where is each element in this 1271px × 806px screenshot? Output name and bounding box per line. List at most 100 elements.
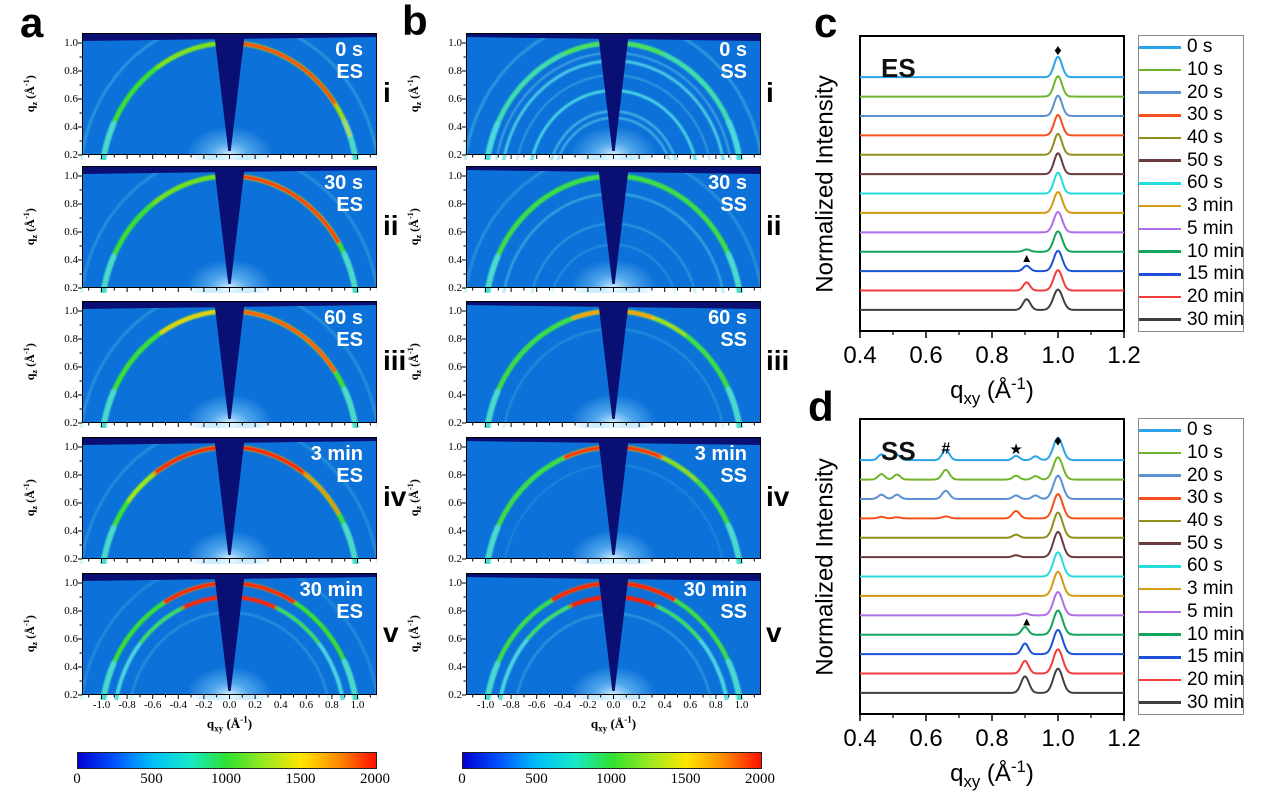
y-tick-label: 1.0 — [64, 441, 78, 453]
annotation-marker: ★ — [1010, 442, 1022, 457]
trace-10min — [859, 609, 1125, 636]
legend-line-swatch — [1139, 565, 1181, 568]
legend-entry-label: 20 s — [1187, 464, 1223, 486]
legend-line-swatch — [1139, 295, 1181, 299]
trace-60s — [859, 171, 1125, 195]
legend-line-swatch — [1139, 159, 1181, 163]
frame-border — [466, 301, 761, 423]
qz-label: qz (Å-1) — [22, 479, 40, 517]
frame-border — [82, 437, 377, 559]
legend-line-swatch — [1139, 542, 1181, 546]
legend-entry: 50 s — [1139, 532, 1243, 555]
legend-entry: 5 min — [1139, 218, 1243, 241]
beamstop-wedge — [598, 169, 629, 284]
ring-segment — [725, 251, 743, 293]
trace-10s — [859, 456, 1125, 481]
legend-entry-label: 60 s — [1187, 555, 1223, 577]
x-tick-label: -0.4 — [169, 699, 187, 711]
legend-line-swatch — [1139, 429, 1181, 432]
giwaxs-frame-a-i — [78, 33, 377, 160]
trace-10min — [859, 230, 1125, 253]
panel-label-b: b — [402, 0, 428, 44]
qxy-label: qxy (Å-1) — [206, 715, 253, 734]
legend-entry-label: 15 min — [1187, 646, 1245, 668]
beamstop-wedge — [214, 440, 245, 555]
y-tick-label: 0.6 — [64, 633, 78, 645]
legend-line-swatch — [1139, 182, 1181, 185]
beamstop-wedge — [214, 304, 245, 419]
legend-entry: 3 min — [1139, 195, 1243, 218]
ring-segment — [155, 41, 223, 70]
ring-segment — [725, 658, 743, 700]
roman-numeral-iv: iv — [766, 481, 790, 512]
ring-segment — [100, 388, 117, 428]
x-tick-label: -0.8 — [502, 699, 520, 711]
y-tick-label: 0.8 — [64, 469, 78, 481]
trace-0s — [859, 55, 1125, 79]
legend-line-swatch — [1139, 474, 1181, 478]
y-tick-label: 1.0 — [64, 305, 78, 317]
trace-50s — [859, 152, 1125, 176]
y-tick-label: 0.2 — [448, 553, 462, 565]
legend-entry-label: 50 s — [1187, 532, 1223, 554]
chart-panel-c: ♦ ▲ ES — [859, 35, 1125, 338]
ring-segment — [152, 174, 223, 205]
roman-numeral-v: v — [766, 617, 782, 648]
y-tick-label: 0.8 — [448, 605, 462, 617]
ring-segment — [139, 606, 185, 644]
legend-line-swatch — [1139, 519, 1181, 523]
ring-segment — [126, 471, 157, 503]
legend-line-swatch — [1139, 655, 1181, 659]
trace-30min — [859, 288, 1125, 311]
legend-line-swatch — [1139, 114, 1181, 117]
x-tick-label: -0.2 — [579, 699, 597, 711]
chart-panel-d: # ★ ♦ ▲ SS — [859, 418, 1125, 721]
x-tick-label: 0.2 — [248, 699, 262, 711]
y-tick-label: 1.0 — [64, 37, 78, 49]
chart-x-tick-label: 0.8 — [975, 725, 1009, 752]
x-tick-label: 1.0 — [734, 699, 749, 711]
giwaxs-frame-a-ii — [78, 166, 377, 293]
plot-sample-label: SS — [881, 436, 916, 466]
x-tick-label: 0.8 — [325, 699, 339, 711]
y-tick-label: 0.8 — [64, 605, 78, 617]
giwaxs-frame-a-iv — [78, 437, 377, 564]
trace-20s — [859, 94, 1125, 117]
y-tick-label: 1.0 — [448, 441, 462, 453]
x-tick-label: -0.6 — [143, 699, 162, 711]
y-tick-label: 0.6 — [448, 497, 462, 509]
legend-entry: 60 s — [1139, 172, 1243, 195]
x-tick-label: -1.0 — [476, 699, 495, 711]
y-axis-title-wrap: qz (Å-1) — [404, 33, 426, 155]
ring-segment — [240, 41, 338, 107]
ring-segment — [659, 455, 698, 482]
ring-q1.17 — [79, 33, 377, 160]
frame-border — [466, 33, 761, 155]
legend-line-swatch — [1139, 46, 1181, 49]
legend-entry: 15 min — [1139, 646, 1245, 669]
legend-entry: 20 min — [1139, 669, 1244, 692]
giwaxs-frame-a-iii — [78, 301, 377, 428]
panel-label-c: c — [814, 0, 838, 46]
x-tick-label: 1.0 — [350, 699, 365, 711]
y-axis-title: qz (Å-1) — [22, 615, 39, 652]
qz-label: qz (Å-1) — [406, 75, 424, 113]
y-tick-label: 0.8 — [64, 198, 78, 210]
legend-entry: 20 min — [1139, 286, 1244, 309]
qz-label: qz (Å-1) — [22, 75, 40, 113]
ring-q1.17 — [463, 33, 761, 160]
x-tick-label: 0.6 — [299, 699, 314, 711]
roman-numeral-i: i — [383, 77, 391, 108]
trace-0s — [859, 436, 1125, 462]
trace-15min — [859, 249, 1125, 273]
x-tick-label: -0.2 — [195, 699, 213, 711]
ring-segment — [333, 102, 352, 137]
ring-segment — [100, 660, 117, 700]
roman-numeral-iii: iii — [766, 345, 790, 376]
ring-segment — [100, 120, 117, 160]
legend-line-swatch — [1139, 451, 1181, 455]
legend-entry-label: 3 min — [1187, 578, 1234, 600]
chart-x-tick-label: 1.2 — [1107, 342, 1141, 369]
x-tick-label: 0.6 — [683, 699, 698, 711]
